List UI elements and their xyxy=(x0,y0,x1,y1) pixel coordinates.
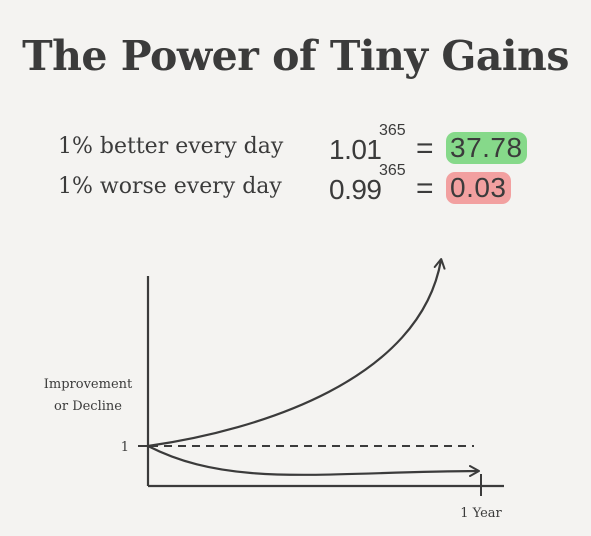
page-title: The Power of Tiny Gains xyxy=(22,32,569,80)
equation-label-better: 1% better every day xyxy=(58,134,284,159)
equals-sign-worse: = xyxy=(416,172,434,205)
result-better-highlight: 37.78 xyxy=(446,132,527,164)
equation-exponent-worse: 365 xyxy=(379,162,406,179)
y-axis-label-line-2: or Decline xyxy=(54,399,122,414)
result-worse-highlight: 0.03 xyxy=(446,172,511,204)
equation-base-worse: 0.99 xyxy=(329,174,382,205)
x-tick-label: 1 Year xyxy=(460,506,502,521)
equation-row-worse: 1% worse every day 0.99 365 = 0.03 xyxy=(0,162,591,210)
equation-label-worse: 1% worse every day xyxy=(58,174,282,199)
equation-base-better: 1.01 xyxy=(329,134,382,165)
y-tick-label: 1 xyxy=(121,440,129,455)
y-axis-label-line-1: Improvement xyxy=(44,377,133,392)
equals-sign-better: = xyxy=(416,132,434,165)
equation-row-better: 1% better every day 1.01 365 = 37.78 xyxy=(0,122,591,170)
series-worse-line xyxy=(147,445,480,478)
series-better-line xyxy=(147,258,446,448)
equation-exponent-better: 365 xyxy=(379,122,406,139)
